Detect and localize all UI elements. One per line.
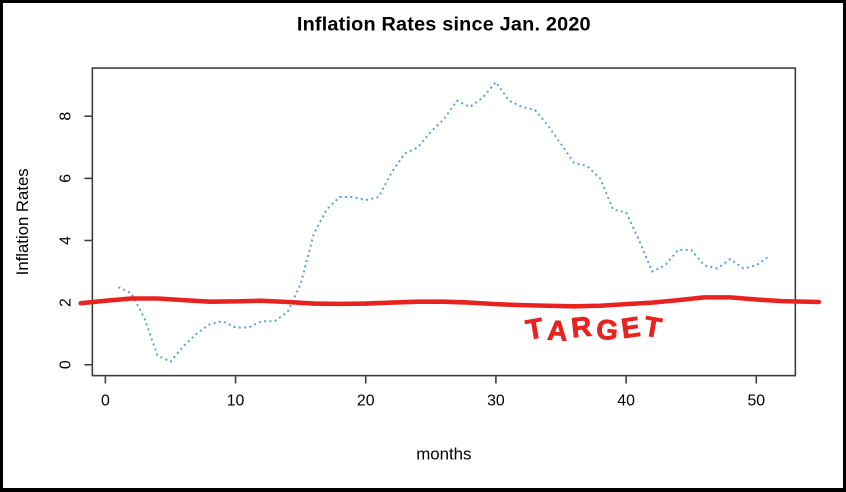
x-tick-label: 10 [227, 392, 245, 409]
target-annotation-letter: A [546, 314, 573, 347]
y-tick-label: 0 [58, 360, 75, 369]
x-tick-label: 40 [617, 392, 635, 409]
y-axis: 0 2 4 6 8 [58, 112, 92, 369]
target-annotation-letter: G [594, 313, 624, 347]
y-tick-label: 2 [58, 298, 75, 307]
inflation-chart: Inflation Rates since Jan. 2020 0 10 20 30 4… [13, 14, 822, 463]
target-annotation-letter: T [641, 310, 669, 345]
target-annotation-letter: R [570, 310, 598, 344]
y-tick-label: 6 [58, 174, 75, 183]
chart-title: Inflation Rates since Jan. 2020 [297, 14, 591, 36]
x-tick-label: 0 [101, 392, 110, 409]
x-axis-label: months [416, 444, 471, 463]
target-line [78, 295, 822, 309]
y-tick-label: 4 [58, 236, 75, 245]
y-axis-label: Inflation Rates [13, 168, 32, 275]
x-tick-label: 20 [357, 392, 375, 409]
target-annotation: TARGET [523, 310, 669, 348]
plot-box [91, 67, 797, 377]
x-tick-label: 50 [747, 392, 765, 409]
x-axis: 0 10 20 30 40 50 [101, 376, 765, 409]
inflation-rate-line [117, 81, 770, 363]
x-tick-label: 30 [487, 392, 505, 409]
y-tick-label: 8 [58, 112, 75, 121]
